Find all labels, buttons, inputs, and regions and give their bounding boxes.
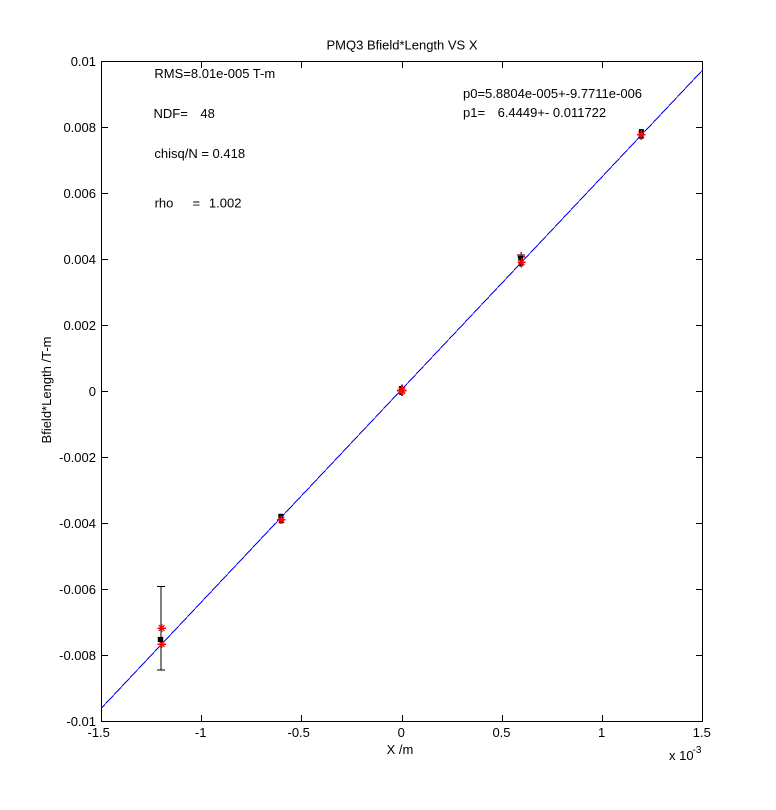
svg-text:X /m: X /m (387, 742, 414, 757)
svg-text:-1.5: -1.5 (87, 725, 109, 740)
svg-text:1.002: 1.002 (209, 196, 242, 211)
svg-text:1.5: 1.5 (693, 725, 711, 740)
svg-text:0: 0 (89, 384, 96, 399)
svg-text:rho: rho (155, 196, 174, 211)
svg-text:-0.004: -0.004 (59, 516, 96, 531)
svg-text:chisq/N = 0.418: chisq/N = 0.418 (154, 146, 245, 161)
svg-text:PMQ3 Bfield*Length VS X: PMQ3 Bfield*Length VS X (326, 38, 477, 53)
svg-text:x 10: x 10 (669, 748, 694, 763)
svg-text:-0.5: -0.5 (287, 725, 309, 740)
svg-text:0.01: 0.01 (71, 54, 96, 69)
svg-text:6.4449+- 0.011722: 6.4449+- 0.011722 (498, 105, 607, 120)
svg-text:NDF=: NDF= (154, 106, 188, 121)
svg-text:0.002: 0.002 (63, 318, 96, 333)
svg-text:1: 1 (598, 725, 605, 740)
svg-text:-0.002: -0.002 (59, 450, 96, 465)
svg-text:48: 48 (200, 106, 214, 121)
svg-text:-0.006: -0.006 (59, 582, 96, 597)
svg-text:0.006: 0.006 (63, 186, 96, 201)
svg-text:=: = (193, 196, 201, 211)
svg-text:0.5: 0.5 (492, 725, 510, 740)
svg-text:-0.008: -0.008 (59, 648, 96, 663)
svg-text:Bfield*Length /T-m: Bfield*Length /T-m (39, 337, 54, 444)
svg-text:-3: -3 (693, 745, 702, 756)
svg-text:-0.01: -0.01 (66, 714, 96, 729)
svg-text:0.004: 0.004 (63, 252, 96, 267)
svg-text:-1: -1 (195, 725, 207, 740)
svg-text:p0=5.8804e-005+-9.7711e-006: p0=5.8804e-005+-9.7711e-006 (463, 86, 642, 101)
svg-text:0: 0 (398, 725, 405, 740)
svg-text:p1=: p1= (463, 105, 485, 120)
svg-text:0.008: 0.008 (63, 120, 96, 135)
svg-text:RMS=8.01e-005 T-m: RMS=8.01e-005 T-m (154, 66, 275, 81)
